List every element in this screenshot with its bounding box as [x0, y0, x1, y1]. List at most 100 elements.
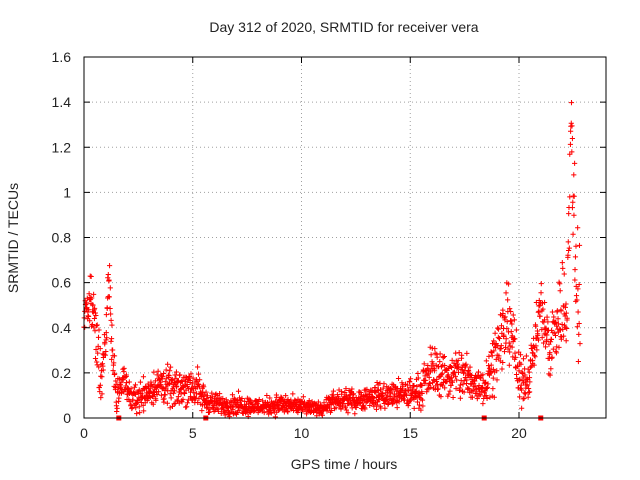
data-point	[380, 385, 386, 391]
data-point	[518, 361, 524, 367]
data-point	[523, 353, 529, 359]
data-point	[569, 149, 575, 155]
data-point	[158, 382, 164, 388]
data-point	[92, 355, 99, 362]
data-point	[267, 395, 273, 401]
data-point	[509, 321, 515, 327]
y-tick-label: 1	[63, 184, 71, 200]
grid-lines	[84, 57, 606, 418]
data-point	[455, 357, 461, 364]
y-tick-label: 0.2	[52, 365, 72, 381]
data-point	[574, 297, 580, 303]
data-point	[348, 400, 354, 406]
data-point	[324, 408, 330, 414]
data-point	[98, 373, 104, 379]
data-point	[569, 135, 576, 142]
data-point	[106, 263, 113, 269]
data-point	[572, 267, 578, 273]
data-point	[507, 349, 513, 355]
data-point	[278, 394, 284, 400]
data-point	[215, 408, 221, 415]
data-points	[81, 100, 583, 421]
data-point	[253, 397, 259, 404]
data-point	[111, 353, 118, 359]
data-point	[143, 390, 150, 396]
data-point	[495, 325, 501, 331]
data-point	[501, 349, 508, 355]
data-point	[415, 375, 421, 381]
data-point	[352, 411, 358, 417]
data-point	[374, 388, 380, 394]
data-point	[384, 396, 390, 403]
data-point	[93, 312, 99, 319]
data-point	[546, 371, 552, 377]
data-point	[135, 397, 141, 404]
data-point	[449, 379, 456, 385]
data-point	[197, 377, 203, 383]
data-point	[572, 160, 578, 166]
data-point	[88, 273, 94, 280]
data-point	[181, 390, 188, 397]
data-point	[100, 367, 106, 373]
data-point	[490, 375, 496, 381]
data-point	[442, 385, 448, 391]
data-point	[110, 368, 116, 374]
data-point	[446, 391, 452, 397]
data-point	[89, 295, 95, 301]
data-point	[85, 313, 91, 319]
data-point	[565, 252, 571, 258]
data-point	[382, 405, 388, 411]
data-point	[94, 359, 100, 365]
data-point	[174, 397, 180, 403]
data-point	[167, 391, 173, 397]
data-point	[110, 347, 116, 353]
data-point	[109, 356, 115, 362]
data-point	[152, 378, 159, 384]
data-point	[328, 407, 334, 414]
data-point	[420, 403, 426, 409]
data-point	[343, 407, 349, 413]
data-point	[508, 329, 514, 335]
x-tick-label: 0	[80, 425, 88, 441]
data-point	[512, 336, 518, 342]
data-point	[221, 409, 227, 415]
data-point	[343, 386, 349, 392]
data-point	[173, 369, 180, 375]
data-point	[564, 325, 570, 332]
data-point	[555, 321, 561, 327]
data-point	[484, 384, 491, 390]
data-point	[314, 413, 320, 419]
data-point	[435, 386, 441, 392]
data-point	[112, 371, 118, 377]
data-point	[180, 396, 186, 402]
data-point	[136, 404, 142, 410]
data-point	[396, 399, 402, 405]
data-point	[184, 400, 191, 406]
data-point	[557, 327, 564, 333]
data-point	[460, 381, 466, 387]
data-point	[172, 372, 178, 378]
data-point	[526, 369, 532, 375]
data-point	[535, 309, 541, 315]
data-point	[173, 375, 179, 381]
data-point	[563, 338, 569, 344]
data-point	[132, 382, 139, 388]
data-point	[239, 395, 245, 402]
y-axis-label: SRMTID / TECUs	[5, 183, 21, 293]
data-point	[535, 337, 542, 343]
data-point	[108, 336, 115, 342]
data-point	[151, 389, 157, 396]
data-point	[434, 386, 441, 392]
data-point	[167, 368, 173, 374]
data-point	[512, 350, 518, 356]
data-point	[108, 311, 114, 317]
y-tick-label: 1.2	[52, 139, 72, 155]
data-point	[521, 390, 527, 396]
data-point	[83, 300, 90, 306]
data-point	[367, 402, 373, 409]
data-point	[345, 410, 351, 416]
data-point	[184, 404, 190, 410]
data-point	[133, 405, 139, 411]
data-point	[547, 350, 553, 356]
data-point	[487, 394, 493, 400]
